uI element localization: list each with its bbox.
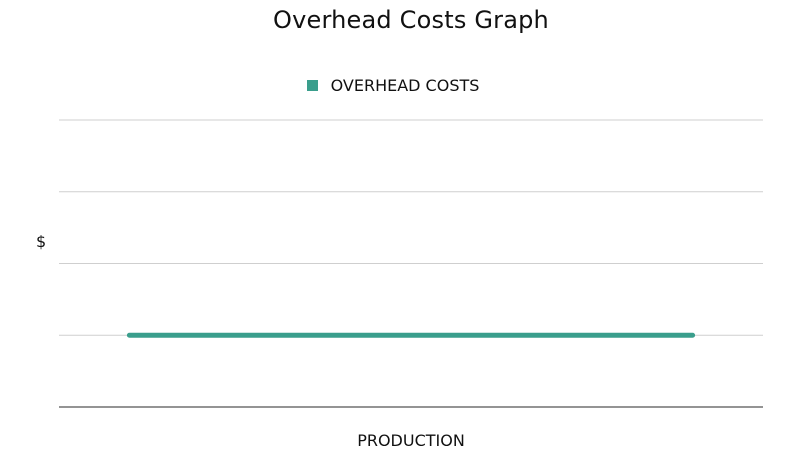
legend-label-overhead-costs: OVERHEAD COSTS (330, 76, 480, 95)
legend: OVERHEAD COSTS (0, 76, 786, 95)
legend-swatch-overhead-costs (306, 80, 318, 91)
y-axis-label: $ (36, 232, 47, 251)
x-axis-label: PRODUCTION (357, 431, 465, 450)
chart-title: Overhead Costs Graph (273, 6, 549, 34)
gridlines (59, 119, 763, 408)
